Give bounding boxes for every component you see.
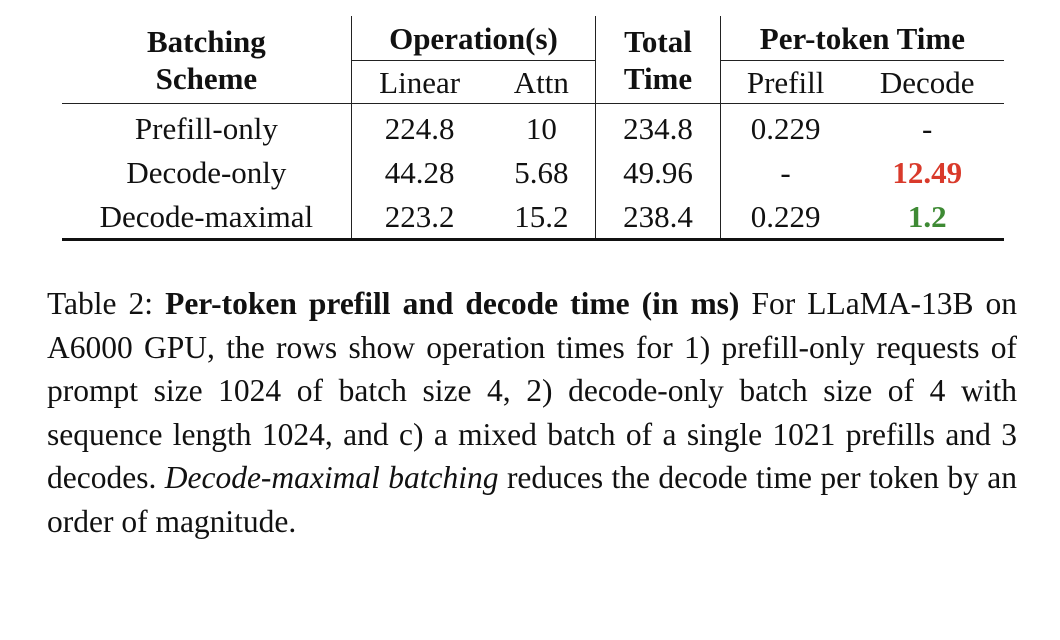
header-row-sub: Linear Attn Prefill Decode bbox=[62, 60, 1004, 104]
caption-italic-term: Decode-maximal batching bbox=[164, 460, 499, 495]
header-prefill: Prefill bbox=[719, 60, 851, 104]
header-operations: Operation(s) bbox=[350, 16, 596, 61]
cell-decode-highlight-bad: 12.49 bbox=[892, 154, 963, 190]
header-total-line2: Time bbox=[623, 60, 693, 96]
cell-total: 234.8 bbox=[595, 103, 721, 150]
cell-prefill: 0.229 bbox=[719, 194, 851, 240]
cell-linear: 223.2 bbox=[350, 194, 488, 240]
cell-total: 238.4 bbox=[595, 194, 721, 240]
header-scheme-line1: Batching bbox=[146, 23, 266, 59]
cell-decode-highlight-good: 1.2 bbox=[907, 198, 947, 234]
cell-total: 49.96 bbox=[595, 150, 721, 194]
results-table: Batching Scheme Operation(s) Total Time … bbox=[62, 16, 1004, 241]
cell-decode: - bbox=[922, 110, 933, 146]
cell-linear: 224.8 bbox=[350, 103, 488, 150]
cell-linear: 44.28 bbox=[350, 150, 488, 194]
caption-text-2: reduces the decode time per token by an … bbox=[47, 460, 1018, 539]
caption-bold-title: Per-token prefill and decode time (in ms… bbox=[165, 286, 740, 321]
header-row-top: Batching Scheme Operation(s) Total Time … bbox=[62, 16, 1004, 104]
cell-scheme: Decode-only bbox=[126, 154, 287, 190]
header-scheme-line2: Scheme bbox=[155, 60, 258, 96]
header-decode: Decode bbox=[850, 60, 1004, 104]
cell-attn: 5.68 bbox=[514, 154, 569, 190]
table-row: Decode-maximal 223.2 15.2 238.4 0.229 1.… bbox=[62, 194, 1004, 240]
cell-prefill: 0.229 bbox=[719, 103, 851, 150]
table-row: Prefill-only 224.8 10 234.8 0.229 - bbox=[62, 103, 1004, 150]
table-caption: Table 2: Per-token prefill and decode ti… bbox=[47, 282, 1017, 543]
cell-attn: 10 bbox=[525, 110, 557, 146]
results-table-container: Batching Scheme Operation(s) Total Time … bbox=[62, 16, 1004, 241]
header-per-token-time: Per-token Time bbox=[719, 16, 1004, 61]
cell-prefill: - bbox=[719, 150, 851, 194]
table-row: Decode-only 44.28 5.68 49.96 - 12.49 bbox=[62, 150, 1004, 194]
caption-text-1: For LLaMA-13B on A6000 GPU, the rows sho… bbox=[47, 286, 1018, 495]
header-attn: Attn bbox=[487, 60, 596, 104]
cell-scheme: Prefill-only bbox=[134, 110, 278, 146]
header-linear: Linear bbox=[350, 60, 488, 104]
cell-attn: 15.2 bbox=[514, 198, 569, 234]
cell-scheme: Decode-maximal bbox=[99, 198, 314, 234]
caption-label: Table 2: bbox=[47, 286, 154, 321]
header-batching-scheme: Batching Scheme bbox=[62, 16, 352, 104]
header-total-line1: Total bbox=[624, 23, 692, 59]
header-total-time: Total Time bbox=[595, 16, 721, 104]
